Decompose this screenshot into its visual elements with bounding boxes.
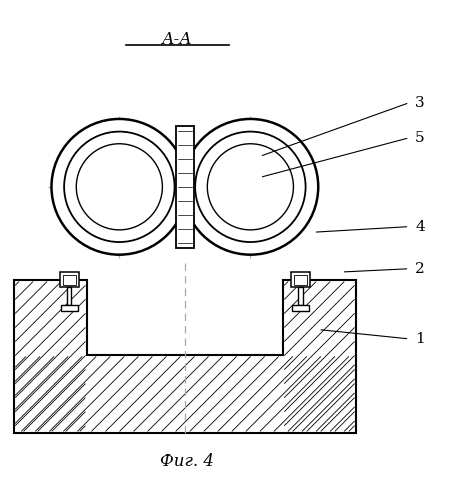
Bar [299,288,303,305]
Circle shape [183,119,318,254]
Bar [294,276,307,284]
Circle shape [51,119,187,254]
Text: 1: 1 [415,332,425,346]
Bar [291,272,310,287]
Circle shape [64,132,175,242]
Bar [292,305,309,311]
Circle shape [195,132,306,242]
Text: Фиг. 4: Фиг. 4 [160,453,214,470]
Bar [63,276,76,284]
Bar [176,126,194,248]
Text: 3: 3 [415,96,425,110]
Text: А-А: А-А [162,31,193,48]
Polygon shape [14,280,356,432]
Bar [67,288,72,305]
Bar [61,305,78,311]
Text: 2: 2 [415,262,425,276]
Text: 4: 4 [415,220,425,234]
Text: 5: 5 [415,130,425,144]
Bar [60,272,79,287]
